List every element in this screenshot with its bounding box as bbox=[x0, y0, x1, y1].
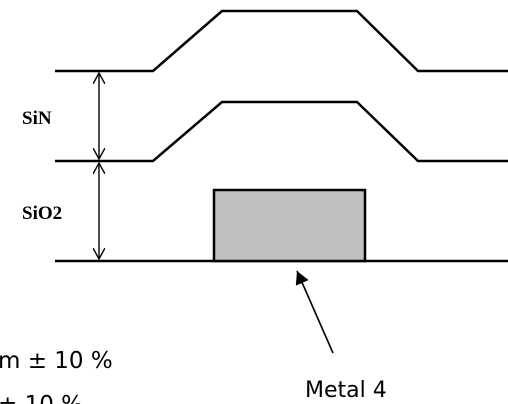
sio2-top-surface bbox=[55, 100, 508, 163]
metal-4-block bbox=[212, 188, 367, 263]
metal-leader-arrow bbox=[295, 270, 334, 354]
spec-line-1: m ± 10 % bbox=[0, 348, 113, 374]
sio2-label: SiO2 bbox=[22, 203, 62, 224]
metal-4-label: Metal 4 bbox=[305, 378, 387, 403]
sin-top-surface bbox=[55, 9, 508, 73]
sin-label: SiN bbox=[22, 108, 52, 129]
spec-line-2: ± 10 % bbox=[0, 392, 83, 404]
